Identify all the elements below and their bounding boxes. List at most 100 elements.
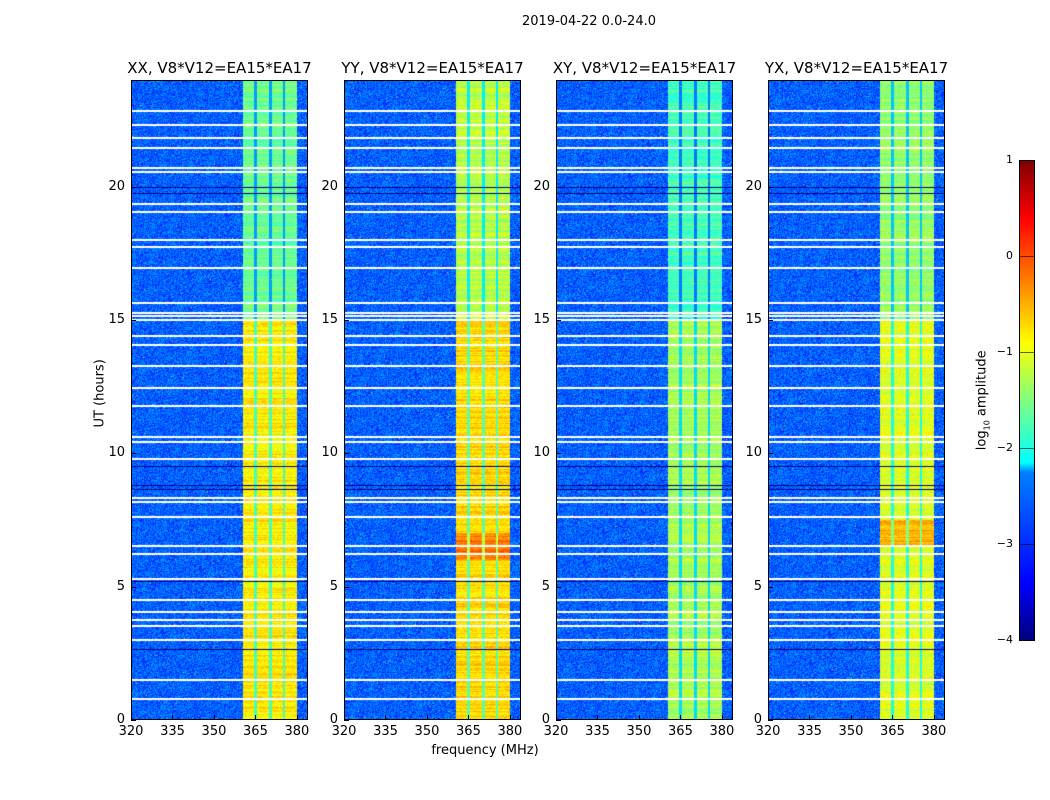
x-tick [172, 715, 174, 720]
y-tick-label: 10 [108, 445, 125, 461]
heatmap-image [132, 81, 307, 719]
y-tick-label: 20 [533, 178, 550, 194]
heatmap-image [769, 81, 944, 719]
x-tick-label: 350 [838, 724, 864, 739]
x-tick [556, 715, 557, 720]
y-tick-label: 15 [745, 312, 762, 327]
x-tick-label: 335 [585, 724, 610, 739]
y-tick [556, 586, 561, 588]
y-tick [131, 186, 136, 188]
y-tick [768, 720, 773, 721]
x-tick-label: 350 [626, 724, 652, 739]
y-tick-label: 15 [108, 312, 125, 327]
x-tick [468, 715, 470, 720]
y-tick [131, 586, 136, 588]
y-tick [344, 453, 349, 455]
x-tick-label: 380 [709, 724, 735, 739]
y-tick-label: 20 [745, 178, 762, 194]
x-tick [344, 715, 345, 720]
x-tick-label: 350 [414, 724, 440, 739]
x-tick [213, 715, 215, 720]
panel-title: XX, V8*V12=EA15*EA17 [127, 59, 312, 77]
x-tick-label: 380 [497, 724, 523, 739]
y-axis-label: UT (hours) [92, 359, 108, 428]
x-tick [426, 715, 428, 720]
y-tick [768, 186, 773, 188]
x-tick [385, 715, 387, 720]
colorbar-label-rest: amplitude [974, 350, 990, 421]
x-tick [933, 715, 935, 720]
y-tick-label: 0 [329, 712, 338, 727]
y-tick [768, 453, 773, 455]
figure-title: 2019-04-22 0.0-24.0 [522, 14, 656, 29]
heatmap-image [557, 81, 732, 719]
y-tick [556, 720, 561, 721]
x-tick [768, 715, 769, 720]
x-tick [680, 715, 682, 720]
colorbar-tick-label: −2 [996, 441, 1013, 454]
colorbar-tick [1019, 256, 1035, 257]
y-tick-label: 5 [541, 578, 550, 594]
colorbar-tick-label: −3 [996, 537, 1013, 550]
x-tick [721, 715, 723, 720]
y-tick-label: 15 [321, 312, 338, 327]
y-tick [768, 320, 773, 321]
x-tick-label: 320 [755, 724, 781, 739]
y-tick-label: 5 [753, 578, 762, 594]
heatmap-panel [344, 80, 521, 720]
y-tick-label: 10 [321, 445, 338, 461]
x-tick [255, 715, 257, 720]
panel-title: YX, V8*V12=EA15*EA17 [764, 59, 949, 77]
panel-title: XY, V8*V12=EA15*EA17 [552, 59, 737, 77]
x-tick [509, 715, 511, 720]
y-tick [768, 586, 773, 588]
y-tick [131, 720, 136, 721]
x-tick [597, 715, 599, 720]
x-axis-label: frequency (MHz) [431, 743, 539, 758]
x-tick [850, 715, 852, 720]
y-tick-label: 10 [533, 445, 550, 461]
y-tick-label: 10 [745, 445, 762, 461]
colorbar-tick [1019, 448, 1035, 449]
x-tick-label: 335 [373, 724, 398, 739]
heatmap-image [345, 81, 520, 719]
y-tick [556, 320, 561, 321]
heatmap-panel [556, 80, 733, 720]
colorbar-tick [1019, 640, 1035, 641]
heatmap-panel [768, 80, 945, 720]
y-tick-label: 0 [541, 712, 550, 727]
colorbar-tick-label: 0 [1006, 249, 1013, 262]
y-tick-label: 20 [321, 178, 338, 194]
x-tick-label: 335 [797, 724, 822, 739]
colorbar-tick-label: 1 [1006, 153, 1013, 166]
x-tick [131, 715, 132, 720]
y-tick [344, 186, 349, 188]
x-tick-label: 335 [160, 724, 185, 739]
x-tick [892, 715, 894, 720]
x-tick-label: 320 [118, 724, 144, 739]
colorbar-tick-label: −1 [996, 345, 1013, 358]
x-tick [296, 715, 298, 720]
y-tick [344, 720, 349, 721]
x-tick-label: 365 [668, 724, 693, 739]
y-tick-label: 15 [533, 312, 550, 327]
y-tick-label: 0 [753, 712, 762, 727]
y-tick [131, 453, 136, 455]
y-tick [556, 186, 561, 188]
colorbar-tick [1019, 544, 1035, 545]
colorbar-label-sub: 10 [982, 420, 992, 431]
y-tick [556, 453, 561, 455]
y-tick [344, 586, 349, 588]
y-tick-label: 0 [116, 712, 125, 727]
colorbar-tick-label: −4 [996, 633, 1013, 646]
colorbar-tick [1019, 160, 1035, 161]
x-tick-label: 380 [284, 724, 310, 739]
x-tick [809, 715, 811, 720]
colorbar-tick [1019, 352, 1035, 353]
y-tick [344, 320, 349, 321]
x-tick-label: 365 [880, 724, 905, 739]
heatmap-panel [131, 80, 308, 720]
x-tick-label: 380 [921, 724, 947, 739]
y-tick-label: 5 [116, 578, 125, 594]
